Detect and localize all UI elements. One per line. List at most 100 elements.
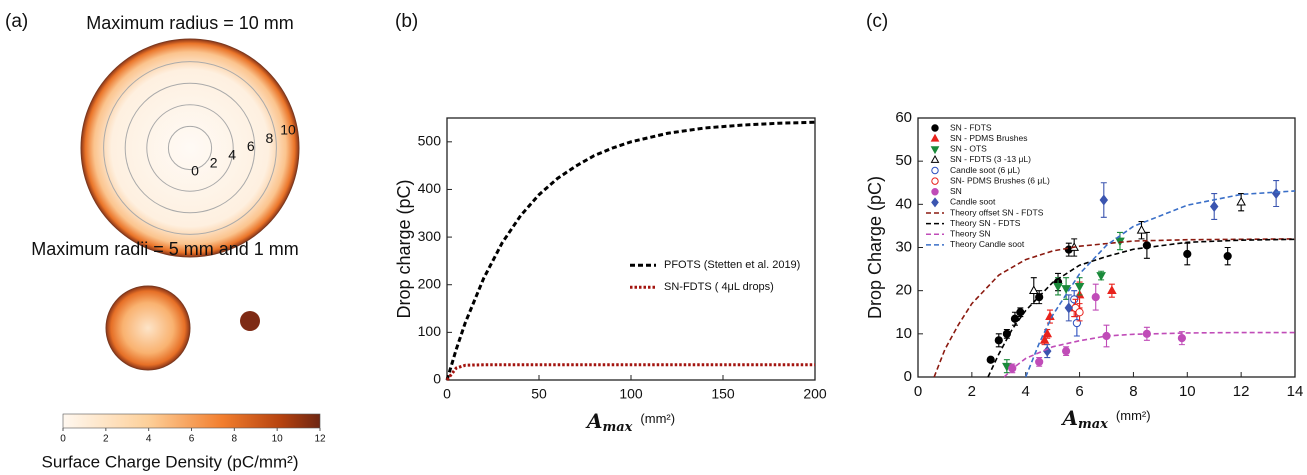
colorbar — [62, 413, 321, 429]
x-tick-label: 6 — [1075, 383, 1083, 400]
x-tick-label: 14 — [1287, 383, 1304, 400]
ring — [167, 125, 213, 171]
diagram-title: Maximum radius = 10 mm — [86, 13, 294, 33]
y-tick-label: 500 — [418, 133, 442, 149]
ring-label: 4 — [228, 146, 236, 162]
legend-label: Theory offset SN - FDTS — [950, 207, 1044, 217]
legend-label: PFOTS (Stetten et al. 2019) — [664, 259, 800, 271]
marker — [1016, 308, 1025, 317]
marker — [1028, 285, 1039, 295]
y-tick-label: 0 — [904, 368, 912, 385]
chart: (b) 0 50 100 150 200 0 100 200 300 400 500 Drop char… — [394, 11, 827, 434]
marker — [1223, 252, 1232, 261]
panel-label: (a) — [5, 11, 28, 32]
chart: (c) 0 2 4 6 8 10 12 14 0 10 20 30 40 50 60 Drop Charge (… — [865, 11, 1304, 431]
colorbar-tick-label: 8 — [232, 434, 238, 445]
marker — [1177, 334, 1187, 343]
legend-label: SN - FDTS — [950, 122, 992, 132]
marker — [1039, 334, 1050, 344]
y-tick-label: 20 — [895, 282, 912, 299]
x-tick-label: 10 — [1179, 383, 1196, 400]
marker — [1062, 347, 1071, 356]
x-tick-label: 8 — [1129, 383, 1137, 400]
y-tick-label: 0 — [433, 371, 441, 387]
x-axis-symbol: A — [585, 409, 603, 433]
y-tick-label: 300 — [418, 228, 442, 244]
marker — [1271, 188, 1281, 200]
series-line — [933, 238, 1296, 378]
ring — [146, 104, 234, 192]
ring — [103, 61, 277, 235]
legend-label: SN- PDMS Brushes (6 μL) — [950, 175, 1050, 185]
colorbar-tick-label: 4 — [146, 434, 152, 445]
colorbar-label: Surface Charge Density (pC/mm²) — [42, 452, 299, 471]
legend-marker — [930, 154, 940, 163]
marker — [1236, 196, 1246, 206]
legend-marker — [930, 146, 940, 155]
x-tick-label: 0 — [443, 386, 451, 402]
marker — [986, 355, 995, 364]
y-tick-label: 10 — [895, 325, 912, 342]
y-tick-label: 30 — [895, 238, 912, 255]
marker — [1043, 345, 1052, 357]
plot-frame — [446, 117, 816, 381]
marker — [1091, 293, 1100, 302]
colorbar-tick-label: 10 — [272, 434, 284, 445]
charge-disk-tiny — [240, 311, 260, 331]
x-axis-label: Amax (mm²) — [1060, 406, 1150, 432]
legend-label: SN-FDTS ( 4μL drops) — [664, 281, 774, 293]
marker — [1183, 249, 1192, 259]
x-axis-subscript: max — [1078, 417, 1108, 432]
ring — [124, 82, 256, 214]
legend-marker — [931, 177, 939, 185]
legend-marker — [931, 124, 939, 132]
charge-disk — [80, 38, 300, 258]
legend-label: SN - OTS — [950, 144, 987, 154]
legend-label: Candle soot (6 μL) — [950, 165, 1020, 175]
legend-marker — [931, 188, 939, 196]
x-tick-label: 12 — [1233, 383, 1250, 400]
series-line — [1003, 331, 1295, 378]
ring-label: 0 — [191, 163, 199, 179]
ring-label: 6 — [247, 138, 255, 154]
y-tick-label: 200 — [418, 275, 442, 291]
x-tick-label: 150 — [711, 386, 735, 402]
legend-marker — [930, 133, 940, 142]
x-axis-unit: (mm²) — [1116, 408, 1151, 423]
legend-label: Theory SN — [950, 229, 991, 239]
panel-label: (b) — [395, 11, 418, 32]
marker — [1042, 328, 1053, 338]
y-axis-label: Drop charge (pC) — [394, 179, 414, 318]
marker — [1010, 314, 1020, 323]
marker — [1096, 272, 1106, 281]
legend-label: Theory SN - FDTS — [950, 218, 1021, 228]
x-axis-label: Amax (mm²) — [585, 409, 675, 435]
marker — [1053, 282, 1063, 292]
marker — [1099, 194, 1109, 206]
marker — [994, 336, 1003, 345]
ring-label: 8 — [266, 130, 274, 146]
marker — [1074, 282, 1085, 292]
marker — [1136, 224, 1147, 234]
colorbar-tick-label: 12 — [314, 434, 326, 445]
x-axis-subscript: max — [602, 420, 632, 435]
legend-label: SN - FDTS (3 -13 μL) — [950, 154, 1031, 164]
legend-label: SN — [950, 186, 962, 196]
diagram-subtitle: Maximum radii = 5 mm and 1 mm — [31, 239, 299, 259]
marker — [1075, 308, 1084, 317]
series-line — [1024, 190, 1296, 378]
legend-label: SN - PDMS Brushes — [950, 133, 1027, 143]
x-tick-label: 2 — [968, 383, 976, 400]
y-tick-label: 40 — [895, 195, 912, 212]
legend-marker — [931, 197, 939, 208]
marker — [1061, 285, 1071, 294]
x-tick-label: 100 — [619, 386, 643, 402]
legend-label: Theory Candle soot — [950, 239, 1025, 249]
x-tick-label: 4 — [1022, 383, 1030, 400]
colorbar-tick-label: 0 — [60, 434, 66, 445]
ring-label: 10 — [280, 122, 296, 138]
marker — [1209, 200, 1219, 212]
charge-disk-small — [105, 285, 191, 371]
